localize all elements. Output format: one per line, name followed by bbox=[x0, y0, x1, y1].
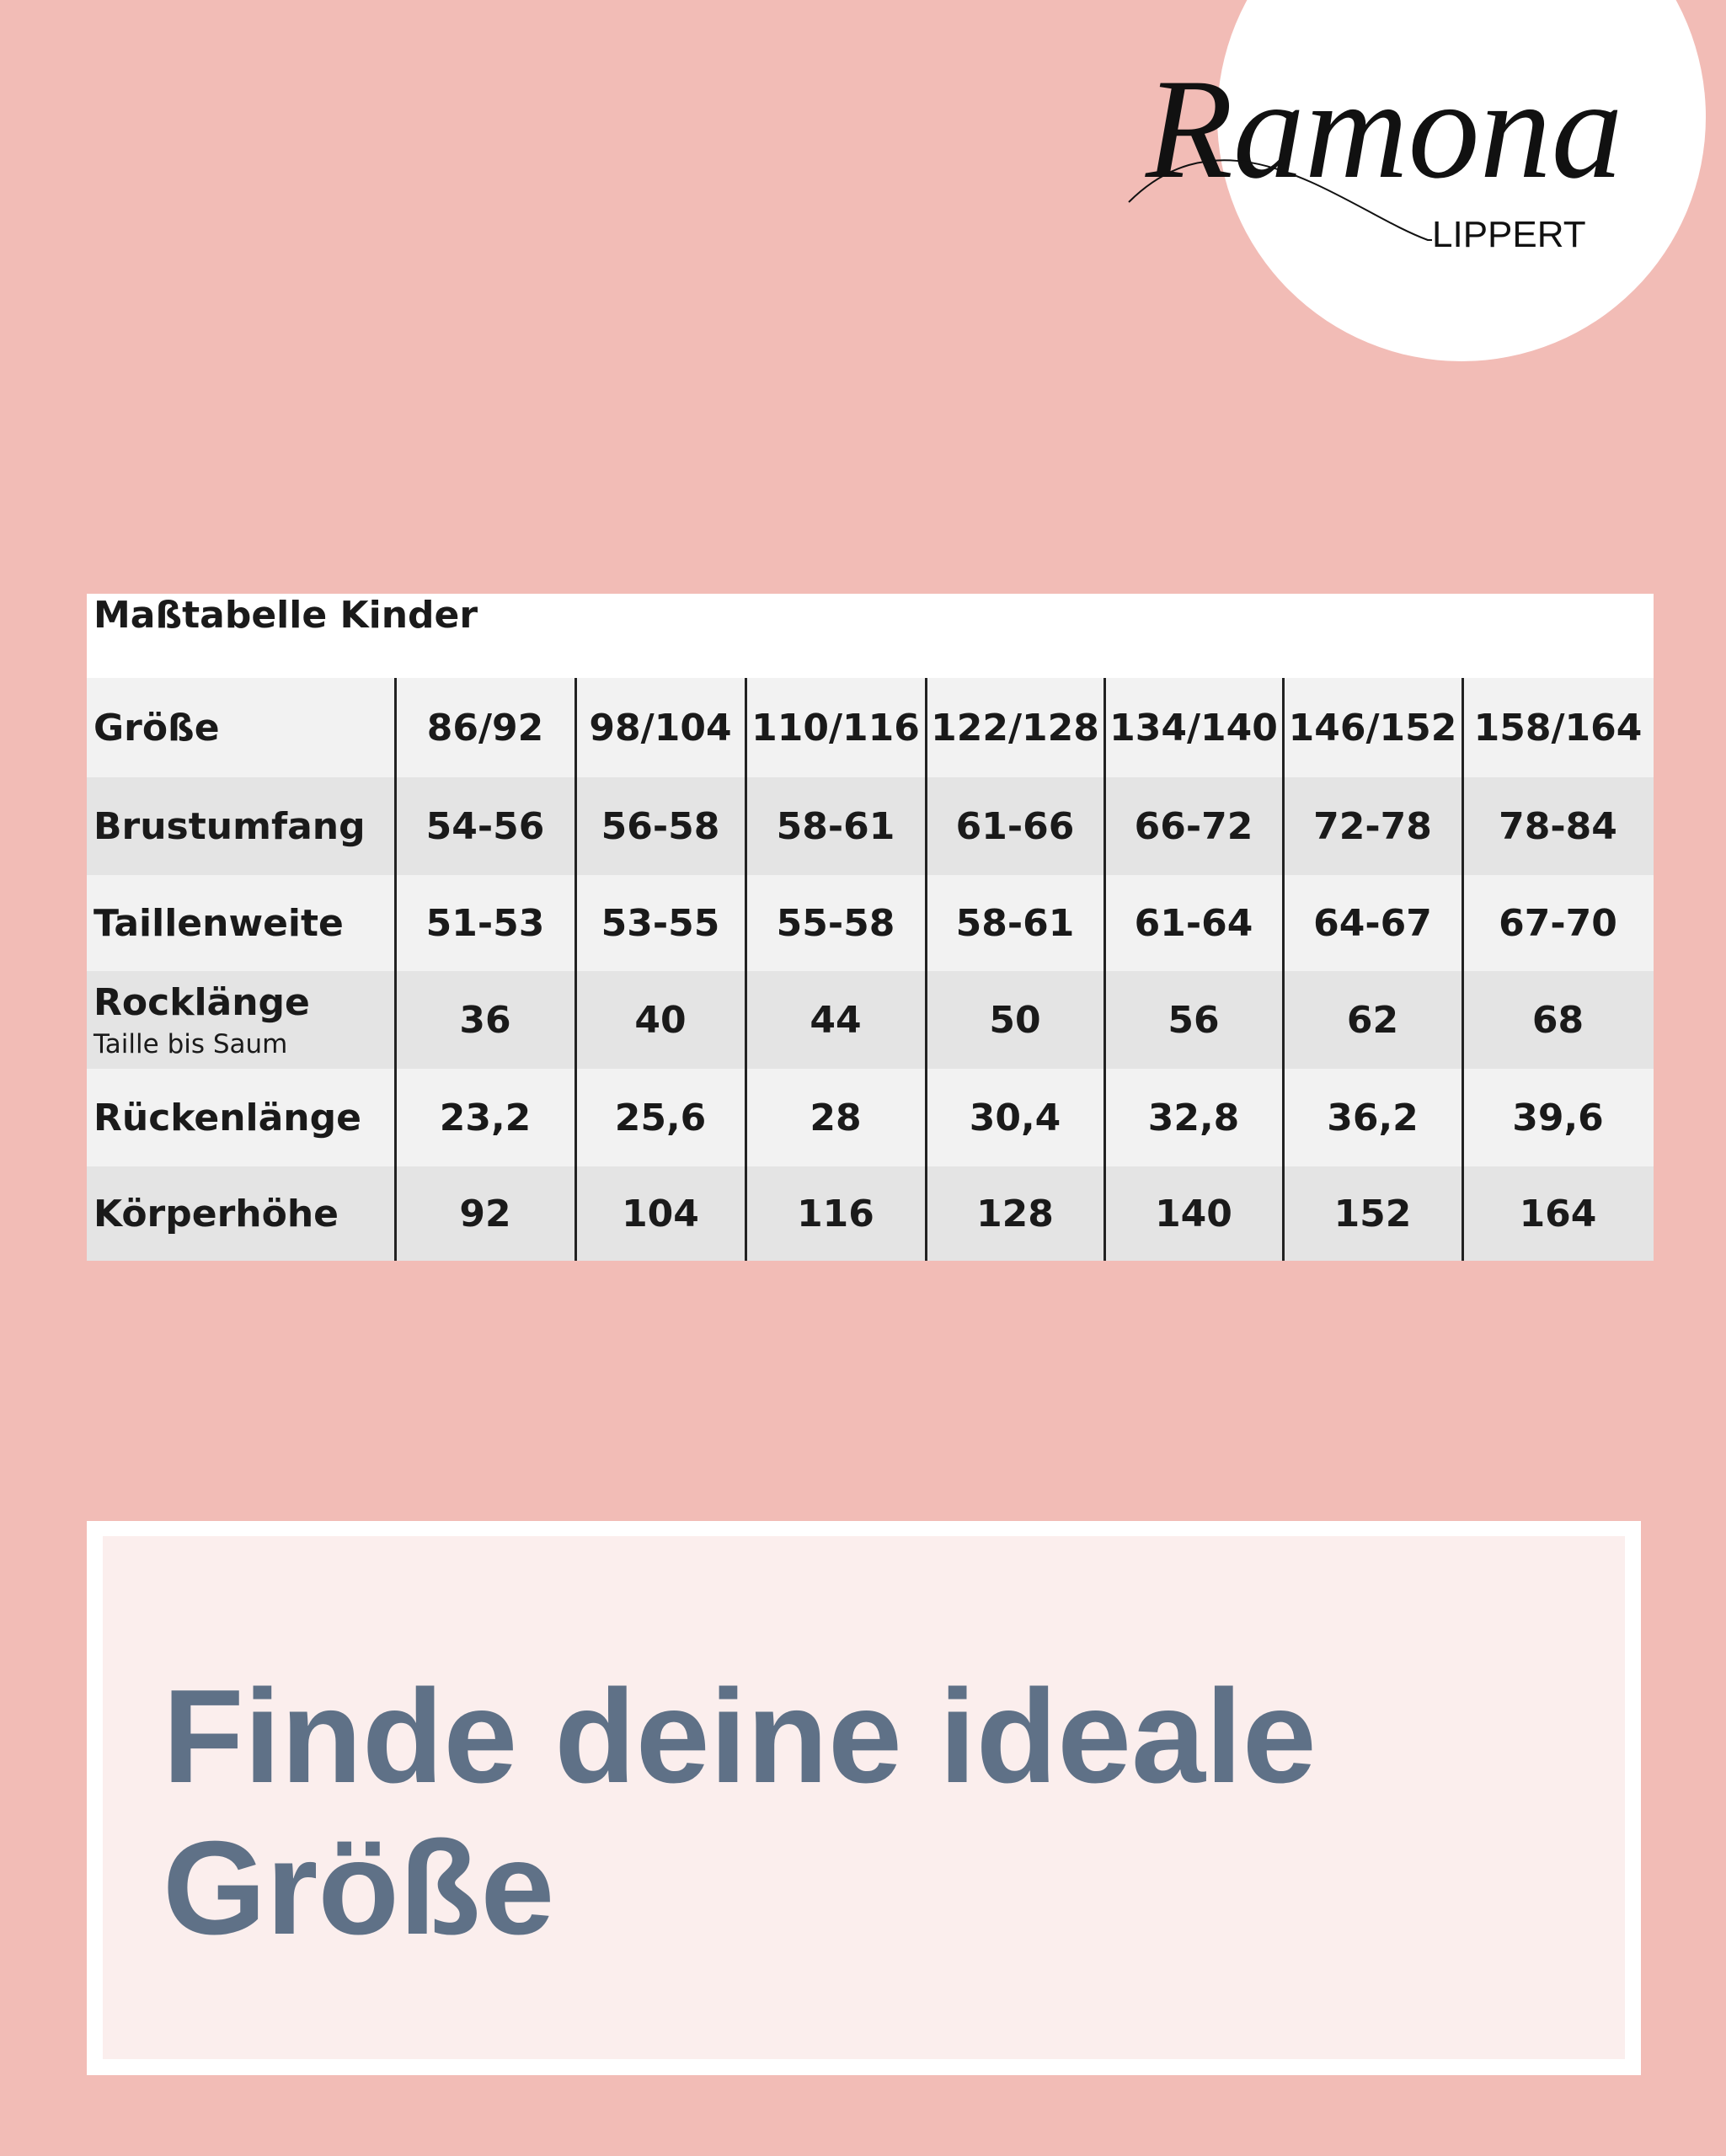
logo-name: Ramona bbox=[1145, 50, 1623, 208]
table-cell: 110/116 bbox=[751, 706, 920, 750]
column-divider bbox=[925, 678, 927, 1261]
table-cell: 30,4 bbox=[969, 1096, 1061, 1139]
table-cell: 55-58 bbox=[776, 901, 895, 945]
row-label: Größe bbox=[87, 678, 395, 777]
table-cell: 78-84 bbox=[1499, 804, 1617, 848]
row-label-text: Rückenlänge bbox=[94, 1096, 361, 1139]
table-cell: 67-70 bbox=[1499, 901, 1617, 945]
table-cell: 158/164 bbox=[1473, 706, 1643, 750]
table-row bbox=[87, 777, 1654, 875]
table-cell: 56-58 bbox=[601, 804, 720, 848]
column-divider bbox=[1103, 678, 1106, 1261]
row-label: Rückenlänge bbox=[87, 1069, 395, 1166]
table-cell: 54-56 bbox=[425, 804, 545, 848]
logo-circle bbox=[1217, 0, 1706, 361]
column-divider bbox=[394, 678, 397, 1261]
table-cell: 68 bbox=[1531, 998, 1584, 1042]
logo-swoosh bbox=[1128, 159, 1432, 241]
table-cell: 28 bbox=[810, 1096, 862, 1139]
row-label: Brustumfang bbox=[87, 777, 395, 875]
table-cell: 56 bbox=[1168, 998, 1220, 1042]
table-cell: 92 bbox=[459, 1192, 511, 1235]
table-cell: 140 bbox=[1155, 1192, 1232, 1235]
column-divider bbox=[574, 678, 577, 1261]
table-row bbox=[87, 678, 1654, 777]
table-cell: 146/152 bbox=[1288, 706, 1457, 750]
row-label-text: Rocklänge bbox=[94, 980, 310, 1024]
banner-text: Größe bbox=[163, 1814, 555, 1962]
row-label: Taillenweite bbox=[87, 875, 395, 971]
table-cell: 53-55 bbox=[601, 901, 720, 945]
table-cell: 36,2 bbox=[1327, 1096, 1419, 1139]
table-cell: 128 bbox=[976, 1192, 1054, 1235]
row-sublabel: Taille bis Saum bbox=[94, 1028, 288, 1059]
table-cell: 104 bbox=[622, 1192, 699, 1235]
banner-text: Finde deine ideale bbox=[163, 1662, 1317, 1811]
column-divider bbox=[1282, 678, 1285, 1261]
row-label-text: Brustumfang bbox=[94, 804, 366, 848]
table-row bbox=[87, 875, 1654, 971]
table-cell: 32,8 bbox=[1147, 1096, 1240, 1139]
table-cell: 64-67 bbox=[1313, 901, 1432, 945]
row-label-text: Körperhöhe bbox=[94, 1192, 339, 1235]
table-cell: 36 bbox=[459, 998, 511, 1042]
table-row bbox=[87, 1069, 1654, 1166]
table-cell: 62 bbox=[1346, 998, 1399, 1042]
row-label: Körperhöhe bbox=[87, 1166, 395, 1261]
column-divider bbox=[745, 678, 747, 1261]
table-cell: 51-53 bbox=[425, 901, 545, 945]
table-title: Maßtabelle Kinder bbox=[94, 594, 478, 637]
logo-surname: LIPPERT bbox=[1432, 214, 1586, 255]
banner-frame: Finde deine ideale Größe bbox=[87, 1521, 1641, 2075]
table-cell: 25,6 bbox=[614, 1096, 707, 1139]
table-cell: 116 bbox=[797, 1192, 874, 1235]
table-cell: 40 bbox=[634, 998, 687, 1042]
table-cell: 58-61 bbox=[955, 901, 1075, 945]
logo: Ramona LIPPERT bbox=[1128, 0, 1706, 361]
row-label-text: Größe bbox=[94, 706, 220, 750]
table-cell: 152 bbox=[1333, 1192, 1412, 1235]
table-cell: 23,2 bbox=[439, 1096, 532, 1139]
banner: Finde deine ideale Größe bbox=[103, 1536, 1625, 2059]
table-cell: 66-72 bbox=[1134, 804, 1253, 848]
size-table: Maßtabelle Kinder Größe 86/92 98/104 110/11… bbox=[87, 594, 1654, 1261]
table-cell: 98/104 bbox=[589, 706, 732, 750]
row-label-text: Taillenweite bbox=[94, 901, 344, 945]
row-label: Rocklänge Taille bis Saum bbox=[87, 971, 395, 1069]
table-cell: 58-61 bbox=[776, 804, 895, 848]
table-cell: 72-78 bbox=[1313, 804, 1432, 848]
table-cell: 122/128 bbox=[931, 706, 1099, 750]
table-row bbox=[87, 971, 1654, 1069]
table-cell: 86/92 bbox=[426, 706, 544, 750]
table-cell: 44 bbox=[810, 998, 862, 1042]
table-cell: 61-64 bbox=[1134, 901, 1253, 945]
column-divider bbox=[1461, 678, 1464, 1261]
table-cell: 61-66 bbox=[955, 804, 1075, 848]
table-cell: 50 bbox=[989, 998, 1041, 1042]
table-cell: 39,6 bbox=[1512, 1096, 1604, 1139]
table-cell: 134/140 bbox=[1109, 706, 1278, 750]
table-row bbox=[87, 1166, 1654, 1261]
table-cell: 164 bbox=[1519, 1192, 1597, 1235]
